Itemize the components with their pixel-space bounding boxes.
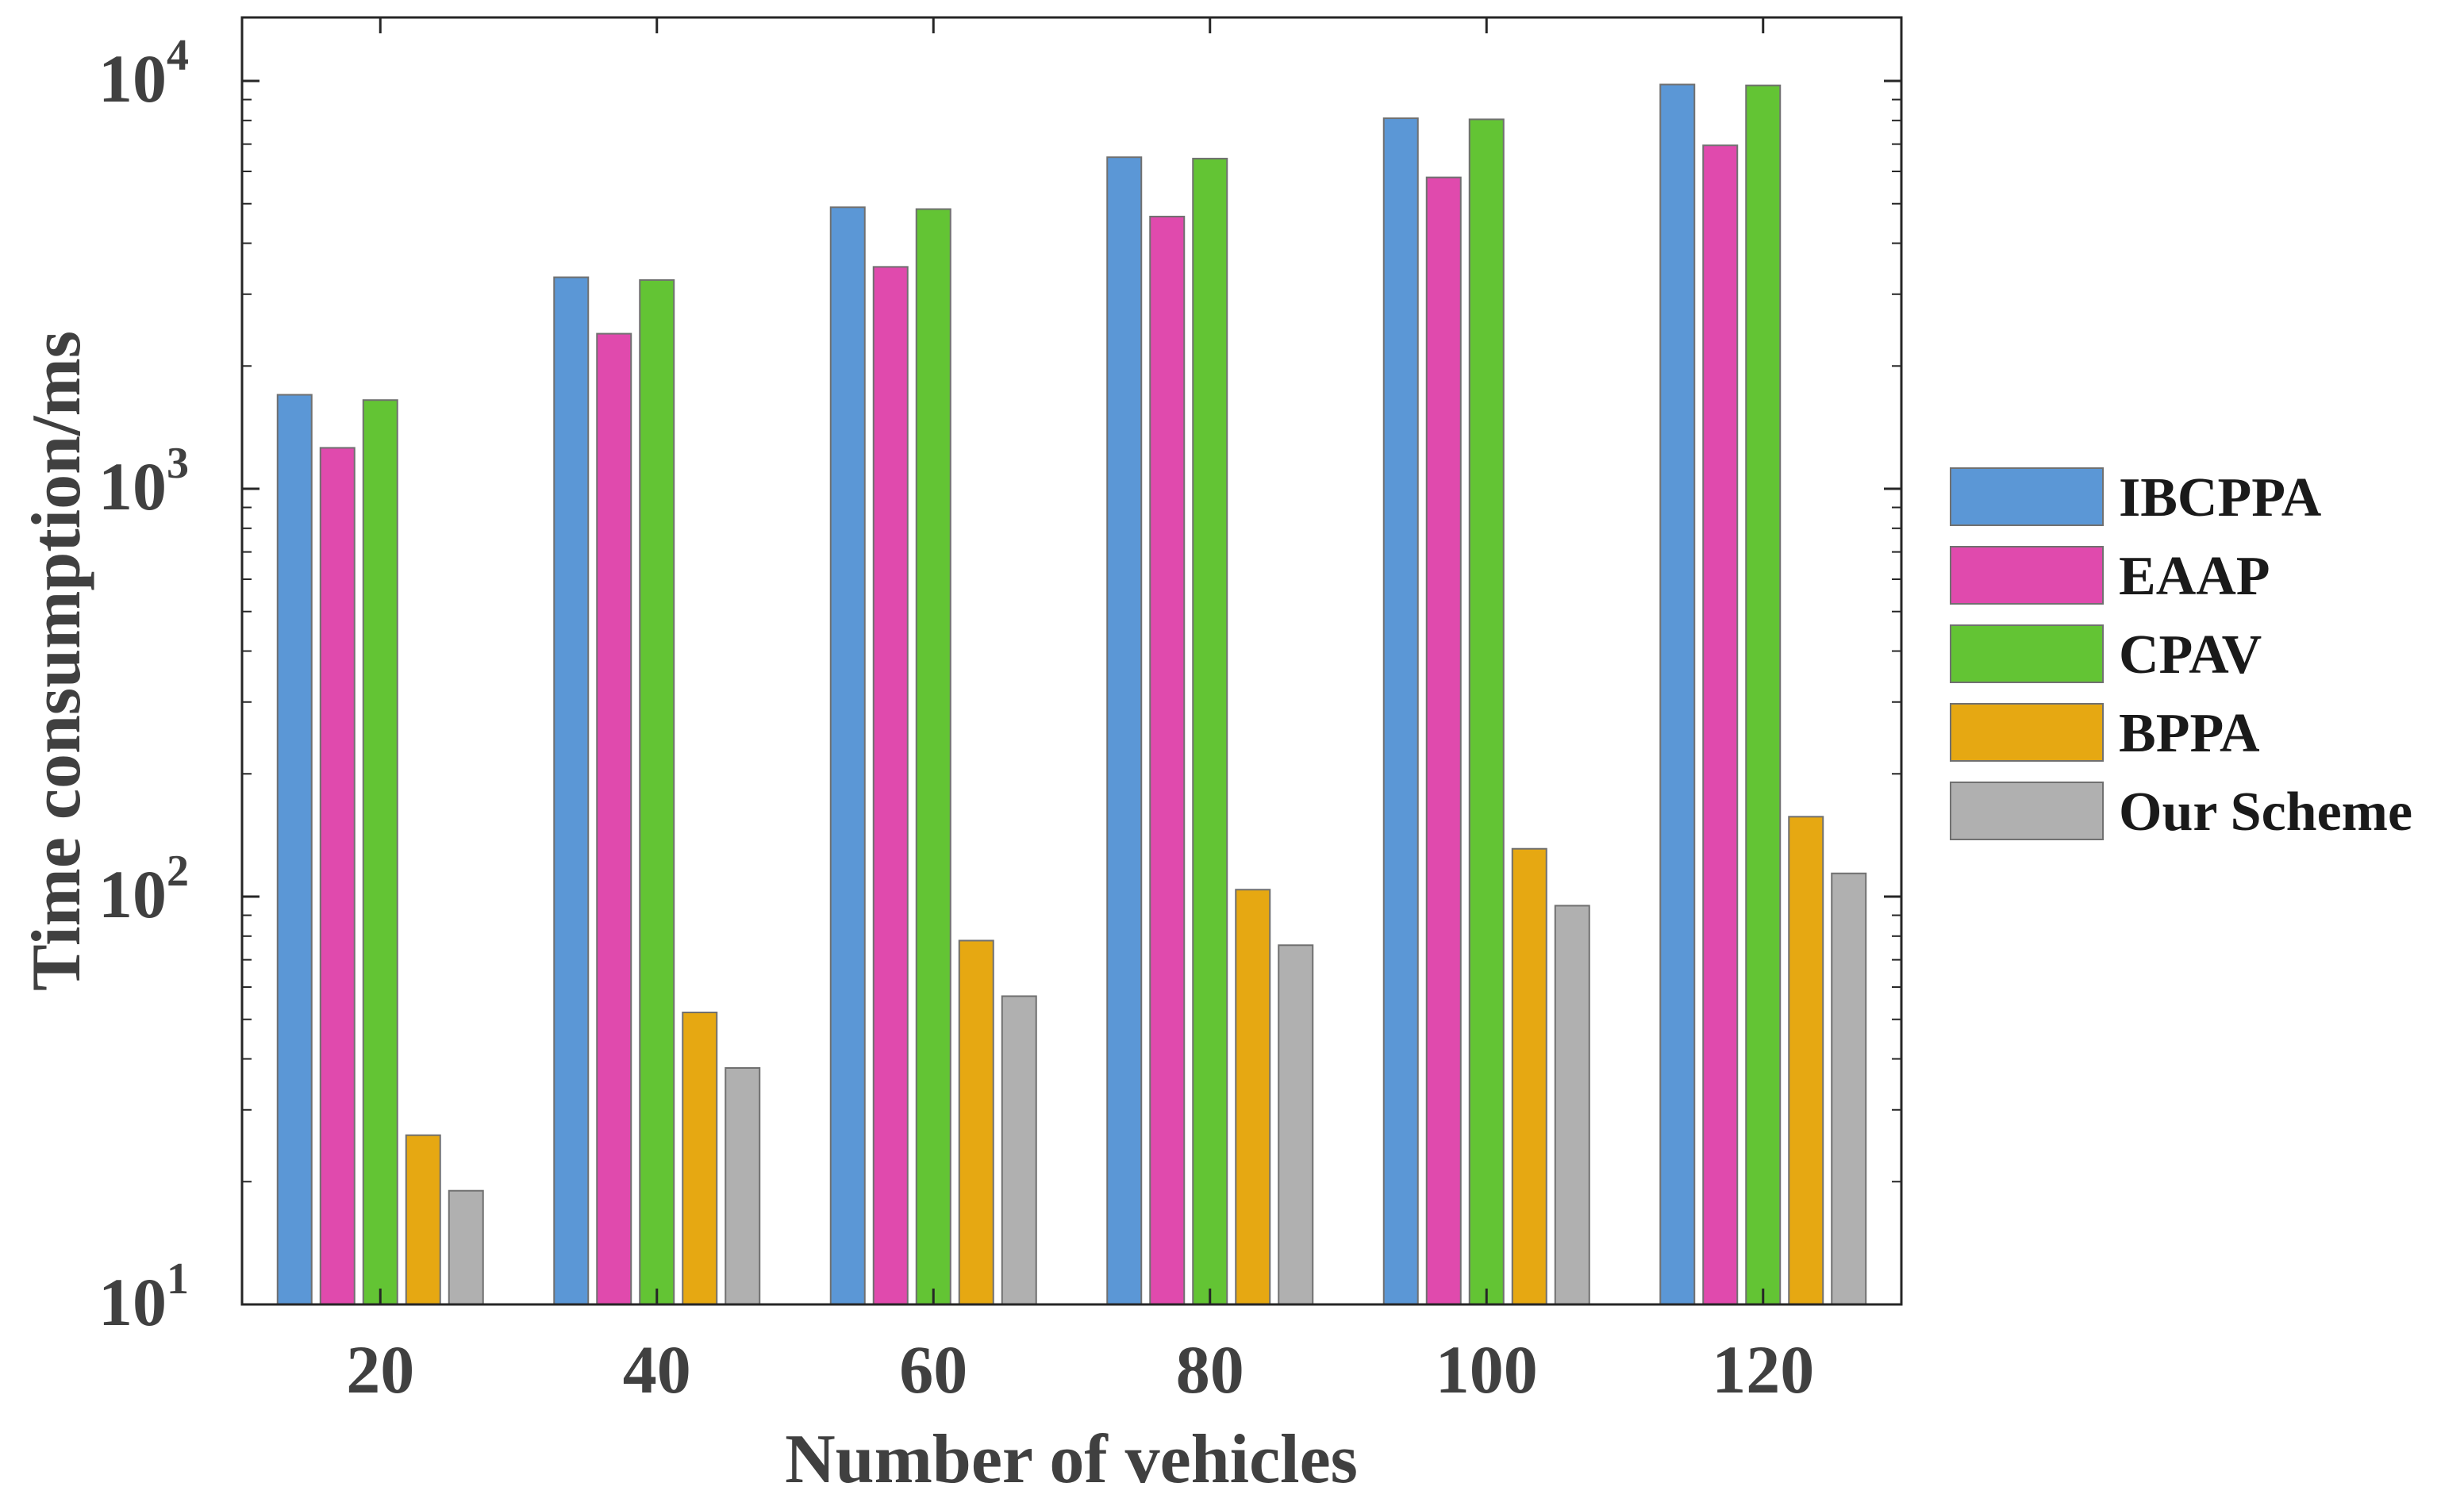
bar-eaap-120 (1702, 144, 1739, 1305)
y-tick-label: 103 (98, 439, 189, 524)
bar-bppa-120 (1788, 816, 1824, 1306)
bar-cpav-80 (1192, 157, 1228, 1305)
y-tick-label: 104 (98, 31, 189, 117)
y-axis-ticks: 101 102 103 104 (98, 31, 1901, 1340)
bar-eaap-60 (872, 266, 909, 1306)
bar-our-scheme-40 (725, 1066, 761, 1305)
legend-swatch-cpav (1950, 624, 2104, 683)
x-axis-title: Number of vehicles (785, 1421, 1358, 1498)
bar-ibcppa-80 (1106, 156, 1143, 1306)
bar-our-scheme-100 (1554, 905, 1590, 1305)
x-tick-label-20: 20 (346, 1331, 414, 1408)
bar-bppa-40 (682, 1011, 718, 1305)
legend-label-ibcppa: IBCPPA (2119, 467, 2322, 528)
x-tick-label-80: 80 (1176, 1331, 1244, 1408)
y-tick-label: 101 (98, 1254, 189, 1340)
bar-our-scheme-60 (1001, 995, 1037, 1306)
bar-ibcppa-40 (553, 276, 590, 1305)
bar-our-scheme-20 (448, 1189, 484, 1306)
bar-our-scheme-80 (1278, 944, 1314, 1306)
x-tick-label-60: 60 (899, 1331, 967, 1408)
bar-bppa-60 (958, 939, 994, 1305)
bar-bppa-100 (1511, 847, 1547, 1305)
bar-cpav-120 (1745, 84, 1782, 1306)
bar-ibcppa-120 (1659, 83, 1696, 1306)
legend-swatch-our-scheme (1950, 782, 2104, 840)
legend-swatch-eaap (1950, 546, 2104, 605)
bar-cpav-100 (1468, 118, 1505, 1306)
bar-eaap-80 (1149, 215, 1186, 1305)
bar-ibcppa-60 (829, 206, 866, 1305)
legend-label-cpav: CPAV (2119, 624, 2262, 686)
legend-label-bppa: BPPA (2119, 703, 2260, 764)
legend-label-our-scheme: Our Scheme (2119, 782, 2412, 843)
bar-bppa-80 (1235, 889, 1271, 1305)
x-axis-ticks: 20 40 60 80 100 120 (346, 17, 1814, 1408)
legend: IBCPPA EAAP CPAV BPPA Our Scheme (1950, 467, 2412, 843)
legend-label-eaap: EAAP (2119, 546, 2270, 607)
x-tick-label-120: 120 (1712, 1331, 1814, 1408)
bar-eaap-100 (1425, 176, 1462, 1305)
x-tick-label-100: 100 (1436, 1331, 1538, 1408)
bar-bppa-20 (405, 1134, 441, 1306)
bar-ibcppa-100 (1382, 117, 1419, 1305)
plot-area (242, 17, 1901, 1304)
bar-eaap-40 (596, 332, 632, 1305)
bar-cpav-40 (639, 279, 675, 1305)
bar-ibcppa-20 (276, 394, 313, 1306)
legend-swatch-bppa (1950, 703, 2104, 762)
bar-cpav-60 (915, 208, 951, 1306)
bar-eaap-20 (319, 447, 356, 1305)
y-tick-label: 102 (98, 847, 189, 932)
plot-frame (240, 16, 1903, 1306)
bars-group (276, 83, 1867, 1306)
legend-swatch-ibcppa (1950, 467, 2104, 526)
bar-cpav-20 (362, 399, 398, 1305)
bar-our-scheme-120 (1831, 872, 1867, 1305)
y-axis-title: Time consumption/ms (18, 331, 95, 991)
x-tick-label-40: 40 (623, 1331, 691, 1408)
